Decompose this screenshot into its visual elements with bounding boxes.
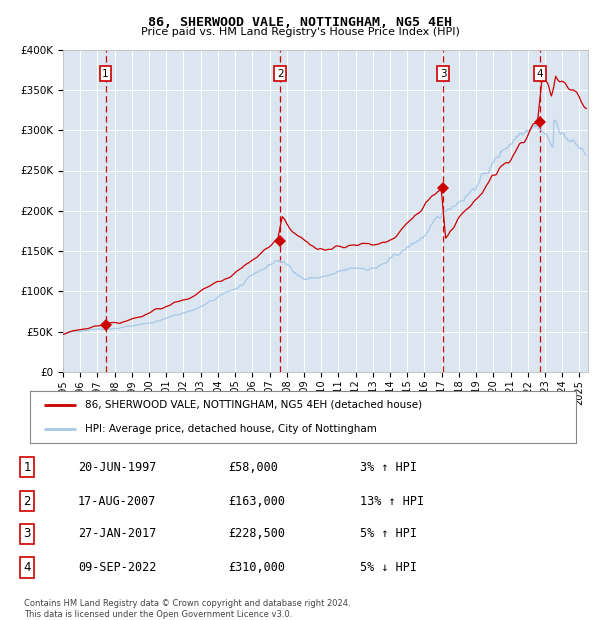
Text: 17-AUG-2007: 17-AUG-2007 bbox=[78, 495, 157, 508]
Text: 5% ↑ HPI: 5% ↑ HPI bbox=[360, 527, 417, 540]
Text: 2: 2 bbox=[23, 495, 31, 508]
Text: 1: 1 bbox=[23, 461, 31, 474]
Text: 4: 4 bbox=[536, 69, 543, 79]
Text: 86, SHERWOOD VALE, NOTTINGHAM, NG5 4EH: 86, SHERWOOD VALE, NOTTINGHAM, NG5 4EH bbox=[148, 16, 452, 29]
Text: 3% ↑ HPI: 3% ↑ HPI bbox=[360, 461, 417, 474]
Text: Contains HM Land Registry data © Crown copyright and database right 2024.
This d: Contains HM Land Registry data © Crown c… bbox=[24, 600, 350, 619]
Text: 09-SEP-2022: 09-SEP-2022 bbox=[78, 561, 157, 574]
Text: 2: 2 bbox=[277, 69, 284, 79]
Text: HPI: Average price, detached house, City of Nottingham: HPI: Average price, detached house, City… bbox=[85, 424, 376, 434]
Text: 27-JAN-2017: 27-JAN-2017 bbox=[78, 527, 157, 540]
Text: 20-JUN-1997: 20-JUN-1997 bbox=[78, 461, 157, 474]
Text: 3: 3 bbox=[440, 69, 446, 79]
Text: 86, SHERWOOD VALE, NOTTINGHAM, NG5 4EH (detached house): 86, SHERWOOD VALE, NOTTINGHAM, NG5 4EH (… bbox=[85, 400, 422, 410]
Text: £228,500: £228,500 bbox=[228, 527, 285, 540]
Text: 5% ↓ HPI: 5% ↓ HPI bbox=[360, 561, 417, 574]
Text: 1: 1 bbox=[102, 69, 109, 79]
Text: 13% ↑ HPI: 13% ↑ HPI bbox=[360, 495, 424, 508]
Text: 4: 4 bbox=[23, 561, 31, 574]
Text: £310,000: £310,000 bbox=[228, 561, 285, 574]
Text: 3: 3 bbox=[23, 527, 31, 540]
Text: Price paid vs. HM Land Registry's House Price Index (HPI): Price paid vs. HM Land Registry's House … bbox=[140, 27, 460, 37]
Text: £58,000: £58,000 bbox=[228, 461, 278, 474]
Text: £163,000: £163,000 bbox=[228, 495, 285, 508]
